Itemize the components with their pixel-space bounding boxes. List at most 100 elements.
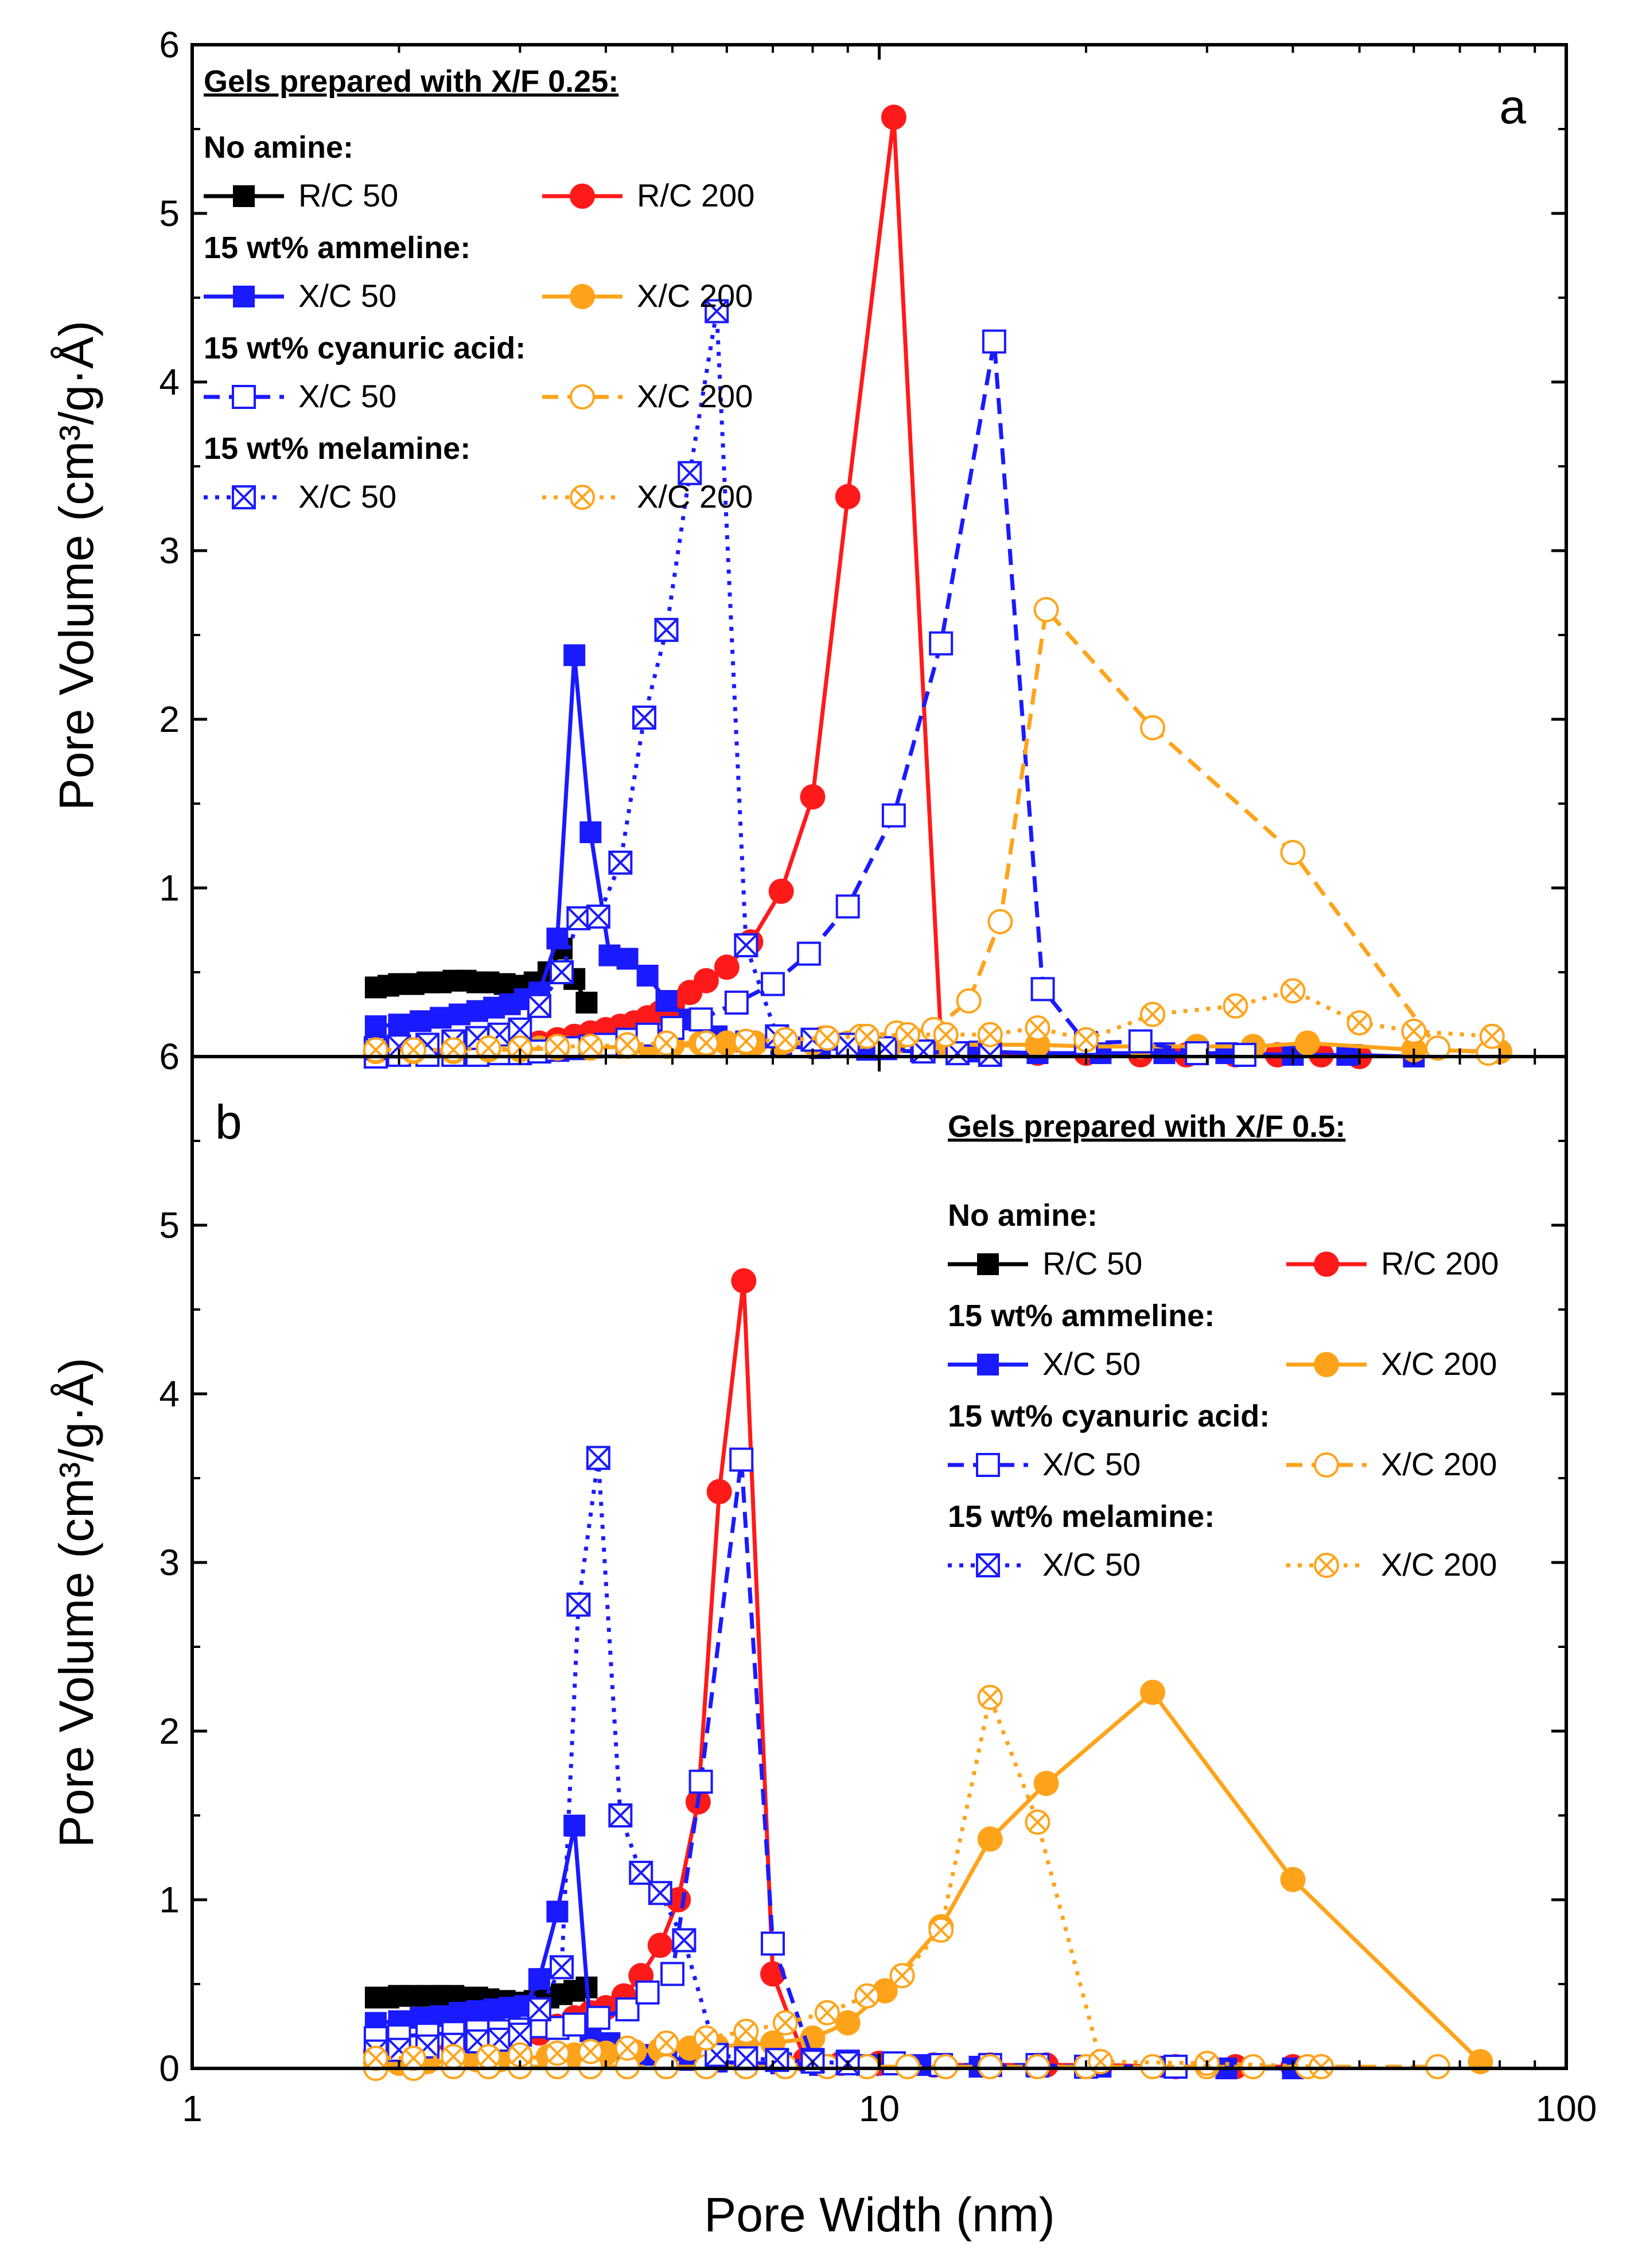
data-point: [578, 2039, 604, 2064]
y-tick-label: 1: [159, 867, 180, 909]
series-line-rc200: [375, 115, 1360, 1059]
legend-entry-label: X/C 50: [298, 478, 396, 515]
data-point: [1140, 1679, 1166, 1705]
data-point: [800, 784, 826, 810]
data-point: [635, 1980, 660, 2005]
data-point: [1401, 1018, 1427, 1044]
data-point: [1280, 978, 1306, 1004]
y-tick-label: 4: [159, 1373, 180, 1414]
data-point: [1025, 1015, 1050, 1041]
series-me200: [363, 1685, 1334, 2080]
legend-entry-label: X/C 200: [637, 478, 753, 515]
legend-marker: [1314, 1352, 1339, 1377]
legend-group-label: 15 wt% melamine:: [204, 431, 470, 466]
legend-title: Gels prepared with X/F 0.25:: [204, 64, 618, 99]
data-point: [544, 1034, 570, 1059]
data-point: [476, 2044, 501, 2070]
data-point: [1280, 840, 1306, 866]
legend-marker: [570, 184, 595, 209]
data-point: [706, 1479, 732, 1505]
data-point: [705, 299, 729, 324]
x-tick-label: 1: [182, 2088, 203, 2129]
legend-marker: [977, 1354, 999, 1375]
data-point: [761, 1931, 785, 1956]
data-point: [660, 1962, 685, 1986]
data-point: [528, 1968, 550, 1990]
x-tick-label: 100: [1536, 2088, 1597, 2129]
data-point: [729, 1447, 754, 1472]
data-point: [1140, 1001, 1166, 1027]
y-tick-label: 2: [159, 699, 180, 740]
legend-entry-label: X/C 200: [1381, 1546, 1497, 1583]
data-point: [579, 821, 602, 843]
legend: Gels prepared with X/F 0.25: No amine: R/C…: [204, 64, 754, 515]
data-point: [388, 1014, 410, 1036]
data-point: [895, 1022, 921, 1047]
data-point: [1468, 2049, 1493, 2075]
data-point: [772, 1027, 798, 1053]
data-point: [835, 2010, 861, 2036]
legend-entry-label: X/C 200: [637, 278, 753, 314]
panel-letter-a: a: [1499, 80, 1526, 134]
legend-entry-label: X/C 50: [1042, 1446, 1141, 1482]
data-point: [854, 1023, 880, 1049]
data-point: [987, 909, 1013, 934]
data-point: [672, 1928, 697, 1953]
y-axis-title-a: Pore Volume (cm³/g·Å): [49, 321, 103, 810]
data-point: [616, 948, 639, 970]
legend-marker: [1314, 1452, 1339, 1478]
data-point: [508, 2023, 532, 2047]
data-point: [956, 988, 982, 1014]
legend-marker: [977, 1253, 999, 1275]
data-point: [400, 2045, 426, 2071]
data-point: [1223, 993, 1248, 1019]
data-point: [854, 1983, 880, 2009]
data-point: [977, 1826, 1003, 1852]
legend-marker: [1314, 1553, 1339, 1578]
legend-marker: [976, 1453, 1000, 1477]
data-point: [363, 2045, 388, 2071]
data-point: [544, 2040, 570, 2066]
data-point: [636, 964, 659, 987]
y-tick-label: 5: [159, 193, 180, 234]
data-point: [714, 954, 740, 980]
data-point: [1294, 1030, 1320, 1056]
y-tick-label: 4: [159, 361, 180, 403]
legend-entry-label: R/C 200: [637, 177, 754, 213]
data-point: [527, 993, 551, 1018]
data-point: [1128, 1029, 1153, 1054]
data-point: [566, 906, 591, 930]
legend-marker: [570, 485, 595, 510]
data-point: [648, 1881, 672, 1905]
data-point: [693, 1030, 719, 1056]
legend-group-label: No amine:: [204, 130, 353, 165]
legend-group-label: 15 wt% cyanuric acid:: [948, 1399, 1270, 1433]
legend-marker: [233, 286, 255, 307]
data-point: [614, 2035, 640, 2061]
legend-entry-label: X/C 50: [1042, 1546, 1141, 1583]
y-tick-label: 6: [159, 1036, 180, 1077]
series-rc200: [363, 104, 1372, 1069]
data-point: [714, 1030, 740, 1056]
legend-entry-label: X/C 200: [1381, 1346, 1497, 1382]
legend-group-label: 15 wt% melamine:: [948, 1499, 1215, 1534]
plot-frame: [190, 1055, 1568, 2070]
legend-entry-label: X/C 50: [298, 378, 396, 414]
data-point: [881, 803, 906, 828]
data-point: [653, 1030, 679, 1056]
data-point: [410, 1010, 432, 1032]
data-point: [693, 2025, 719, 2051]
data-point: [586, 904, 610, 929]
legend-group-label: 15 wt% ammeline:: [948, 1299, 1215, 1333]
data-point: [688, 1770, 713, 1794]
data-point: [608, 1803, 633, 1827]
data-point: [1280, 1866, 1306, 1892]
data-point: [476, 1035, 501, 1061]
data-point: [977, 1022, 1003, 1047]
y-axis-title-b: Pore Volume (cm³/g·Å): [49, 1358, 103, 1848]
legend-entry-label: X/C 50: [298, 278, 396, 314]
series-me50: [363, 1445, 860, 2076]
legend-entry-label: R/C 50: [1042, 1245, 1142, 1281]
data-point: [929, 631, 954, 656]
